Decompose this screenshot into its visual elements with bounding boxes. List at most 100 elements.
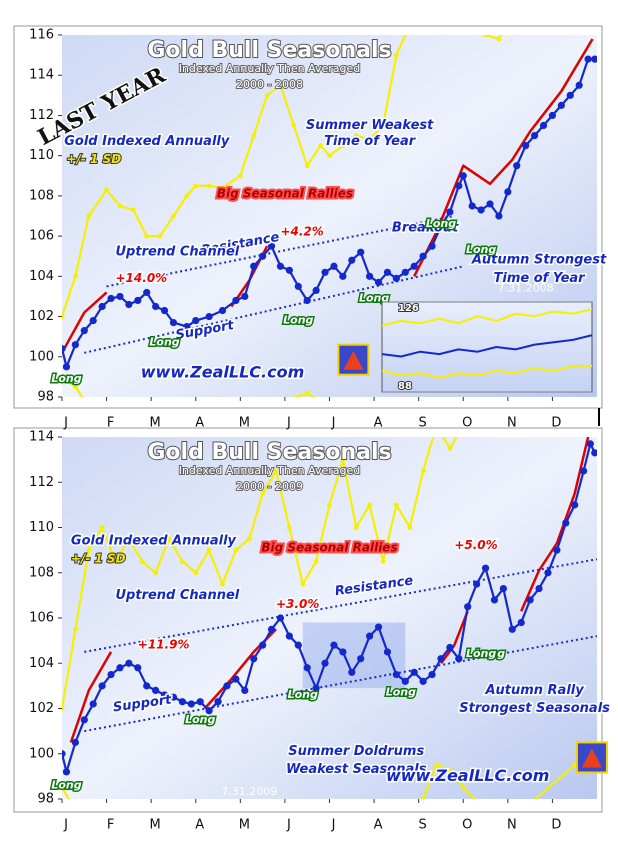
series-line: [84, 635, 597, 733]
point: [446, 643, 454, 652]
annotation: Long: [466, 647, 496, 660]
x-tick-label: D: [551, 818, 561, 833]
point: [260, 491, 266, 496]
point: [304, 390, 310, 396]
point: [461, 12, 466, 17]
point: [241, 292, 249, 301]
point: [566, 91, 574, 99]
logo-mark: [581, 748, 602, 768]
point: [153, 570, 159, 576]
annotation: Long: [185, 713, 215, 726]
point: [392, 274, 400, 282]
point: [71, 738, 79, 747]
point: [264, 92, 270, 98]
point: [125, 300, 133, 309]
annotation: Long: [386, 686, 416, 699]
point: [86, 547, 92, 553]
plot: [382, 308, 592, 379]
annotation: Weakest Seasonals: [286, 762, 427, 777]
y-tick-label: 108: [29, 565, 54, 580]
point: [393, 52, 399, 58]
point: [420, 796, 426, 799]
point: [530, 131, 539, 140]
point: [584, 55, 592, 63]
point: [353, 133, 359, 138]
series-label: Gold Indexed Annually: [64, 134, 230, 149]
point: [98, 682, 106, 690]
point: [233, 547, 239, 553]
annotation: Summer Doldrums: [288, 744, 424, 759]
point: [220, 185, 225, 191]
y-tick-label: 88: [398, 381, 412, 392]
y-tick-label: 114: [29, 68, 54, 83]
point: [241, 686, 249, 695]
chart-group: 126 88: [381, 301, 593, 393]
point: [62, 768, 71, 776]
point: [169, 318, 178, 327]
point: [410, 262, 418, 270]
annotation: 7.31.2008: [498, 281, 554, 294]
annotation: Long: [51, 372, 81, 385]
y-tick-label: 110: [29, 148, 54, 163]
point: [273, 468, 279, 474]
point: [357, 248, 365, 256]
point: [205, 707, 213, 715]
point: [575, 81, 583, 89]
point: [340, 143, 346, 149]
point: [330, 641, 338, 649]
point: [179, 559, 185, 564]
point: [166, 536, 172, 542]
y-tick-label: 104: [29, 656, 54, 671]
point: [107, 670, 115, 679]
x-tick-label: N: [507, 818, 517, 833]
point: [447, 767, 453, 772]
annotation: Long: [51, 778, 81, 791]
point: [434, 762, 439, 768]
point: [366, 632, 374, 640]
point: [104, 187, 109, 193]
point: [80, 327, 88, 335]
point: [421, 12, 426, 17]
y-tick-label: 100: [29, 349, 54, 364]
point: [286, 525, 292, 530]
annotation: Uptrend Channel: [116, 245, 240, 260]
x-tick-label: M: [150, 416, 161, 431]
point: [139, 559, 145, 564]
point: [218, 306, 227, 315]
y-tick-label: 100: [29, 746, 54, 761]
series-line: [382, 334, 592, 358]
y-tick-label: 102: [29, 701, 54, 716]
point: [183, 323, 191, 331]
point: [490, 596, 499, 604]
y-tick-label: 112: [29, 108, 54, 123]
chart-period: 2000 - 2008: [236, 78, 303, 91]
point: [134, 664, 142, 672]
point: [62, 314, 65, 319]
point: [580, 467, 588, 475]
point: [468, 202, 476, 210]
point: [80, 716, 88, 724]
point: [285, 632, 293, 640]
point: [496, 36, 502, 42]
y-tick-label: 114: [29, 430, 54, 445]
annotation: +11.9%: [138, 638, 190, 652]
point: [214, 698, 222, 706]
annotation: Time of Year: [324, 134, 417, 149]
point: [557, 101, 565, 109]
point: [393, 502, 399, 508]
x-tick-label: S: [419, 416, 427, 431]
annotation: www.ZealLLC.com: [386, 766, 550, 785]
chart-title: Gold Bull Seasonals: [147, 440, 391, 465]
point: [539, 121, 548, 130]
point: [134, 296, 142, 305]
point: [267, 242, 276, 250]
chart-group: 98 100 102 104 106 108 110 112 114 J F M A M J J A S O N D +/…: [29, 430, 611, 833]
point: [193, 570, 199, 576]
x-tick-label: O: [462, 818, 472, 833]
point: [300, 581, 306, 587]
annotation: +4.2%: [280, 225, 323, 239]
point: [437, 222, 445, 230]
annotation: Autumn Strongest: [471, 253, 607, 268]
annotation: Long: [149, 336, 179, 349]
